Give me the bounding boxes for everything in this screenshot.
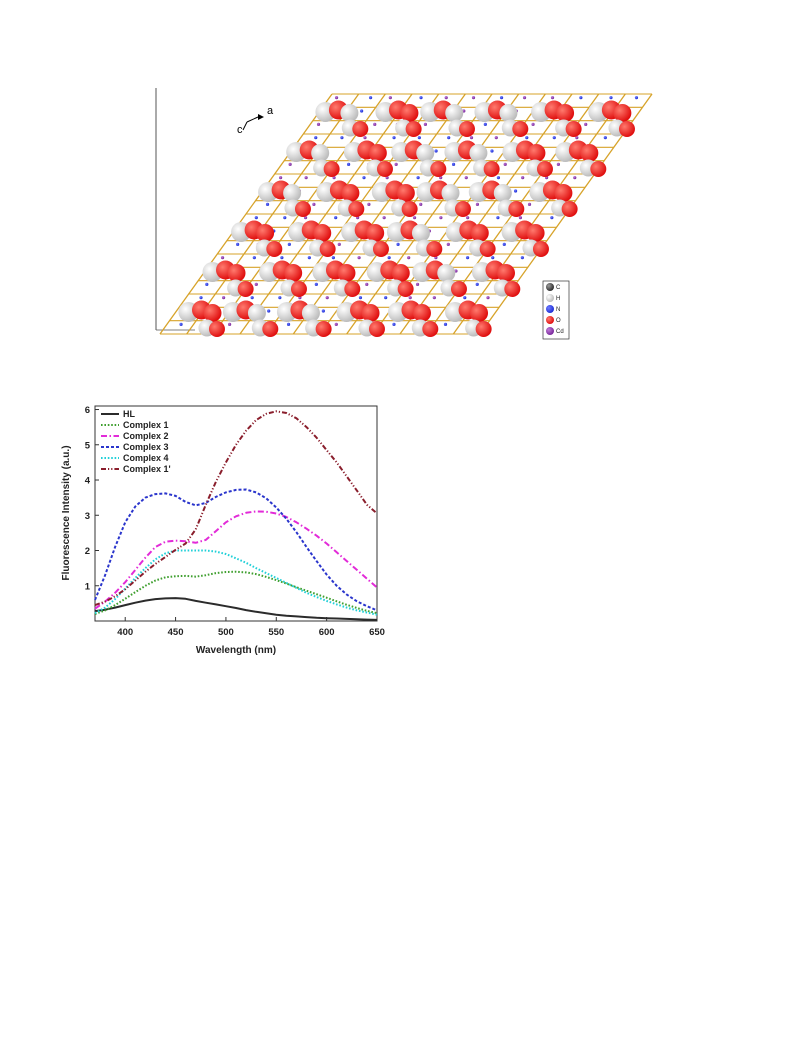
axis-a-label: a xyxy=(267,105,274,117)
series-line xyxy=(94,510,378,610)
atom-key-swatch xyxy=(546,327,554,335)
y-tick-label: 3 xyxy=(85,511,90,522)
series-line xyxy=(94,549,378,616)
x-tick-label: 450 xyxy=(168,627,184,638)
x-axis-title: Wavelength (nm) xyxy=(196,645,276,656)
molecular-packing xyxy=(159,93,653,337)
series-line xyxy=(94,570,378,615)
atom-key-swatch xyxy=(546,316,554,324)
atom-key-swatch xyxy=(546,283,554,291)
x-tick-label: 550 xyxy=(268,627,284,638)
series-line xyxy=(94,410,378,607)
axis-indicator: a c xyxy=(237,105,274,136)
x-tick-label: 500 xyxy=(218,627,234,638)
atom-key-label: O xyxy=(556,318,561,324)
y-tick-label: 2 xyxy=(85,546,90,557)
atom-key-swatch xyxy=(546,294,554,302)
axis-c-label: c xyxy=(237,124,243,136)
y-tick-label: 5 xyxy=(85,440,91,451)
atom-key-label: Cd xyxy=(556,329,564,335)
x-tick-label: 650 xyxy=(369,627,385,638)
series-line xyxy=(94,597,378,621)
atom-key-label: N xyxy=(556,307,560,313)
atom-key-label: H xyxy=(556,296,560,302)
atom-key-swatch xyxy=(546,305,554,313)
series-line xyxy=(94,488,378,612)
y-tick-label: 1 xyxy=(85,581,91,592)
x-tick-label: 400 xyxy=(117,627,133,638)
y-axis-title: Fluorescence Intensity (a.u.) xyxy=(61,445,72,580)
x-tick-label: 600 xyxy=(319,627,335,638)
plot-frame xyxy=(94,405,378,622)
y-tick-label: 6 xyxy=(85,405,90,416)
atom-key-label: C xyxy=(556,285,561,291)
legend-label: Complex 2 xyxy=(123,431,169,441)
legend-label: HL xyxy=(123,409,135,419)
legend-label: Complex 1' xyxy=(123,464,171,474)
legend-label: Complex 4 xyxy=(123,453,169,463)
legend-label: Complex 3 xyxy=(123,442,169,452)
y-tick-label: 4 xyxy=(85,476,91,487)
legend-label: Complex 1 xyxy=(123,420,169,430)
